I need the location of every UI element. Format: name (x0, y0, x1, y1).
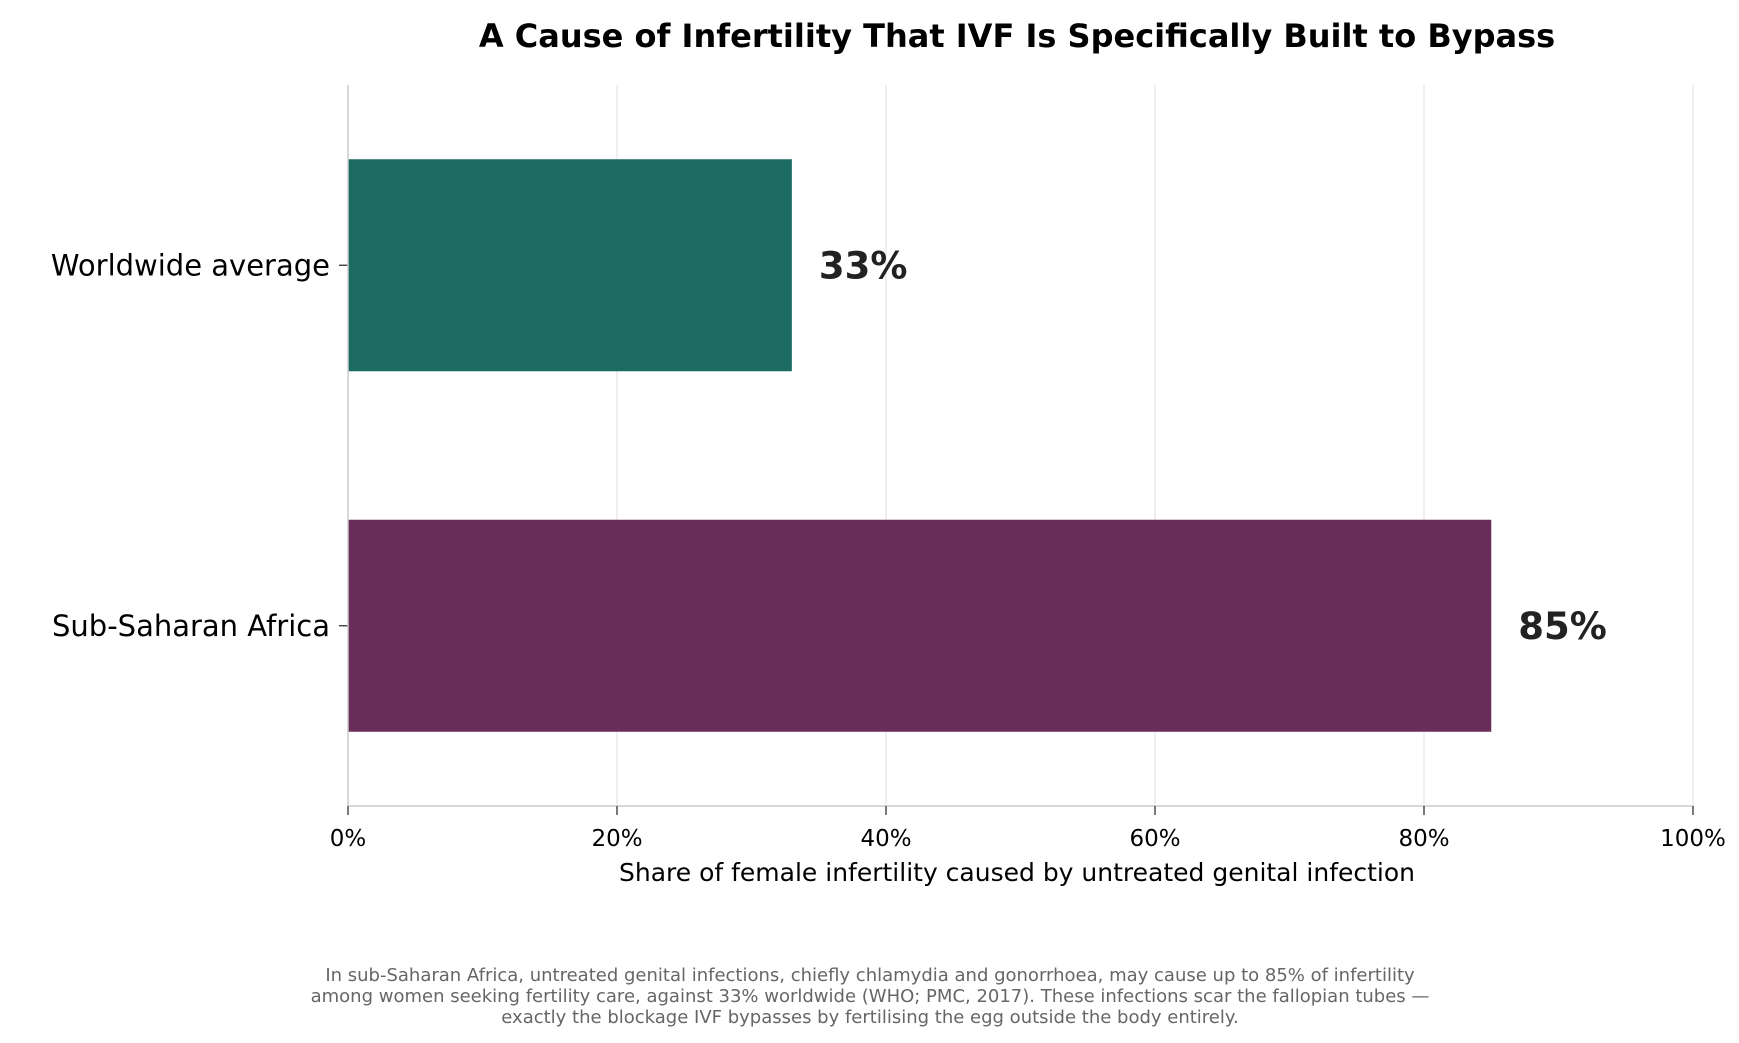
caption: In sub-Saharan Africa, untreated genital… (311, 965, 1430, 1028)
caption-line: exactly the blockage IVF bypasses by fer… (501, 1007, 1238, 1028)
bar (348, 519, 1492, 732)
caption-line: among women seeking fertility care, agai… (311, 986, 1430, 1007)
x-tick-label: 0% (330, 826, 367, 852)
x-tick-label: 60% (1129, 826, 1180, 852)
axes: Worldwide average Sub-Saharan Africa 0% 20%… (51, 85, 1726, 852)
caption-line: In sub-Saharan Africa, untreated genital… (325, 965, 1415, 986)
category-label: Worldwide average (51, 248, 330, 282)
category-label: Sub-Saharan Africa (52, 609, 330, 643)
x-tick-label: 20% (591, 826, 642, 852)
data-label: 33% (819, 244, 908, 287)
bar (348, 159, 792, 372)
data-label: 85% (1518, 605, 1607, 648)
x-axis-label: Share of female infertility caused by un… (619, 858, 1415, 887)
x-tick-label: 80% (1398, 826, 1449, 852)
x-tick-label: 100% (1660, 826, 1726, 852)
x-tick-label: 40% (860, 826, 911, 852)
bars: 33% 85% (348, 159, 1607, 732)
chart-title: A Cause of Infertility That IVF Is Speci… (479, 17, 1555, 55)
